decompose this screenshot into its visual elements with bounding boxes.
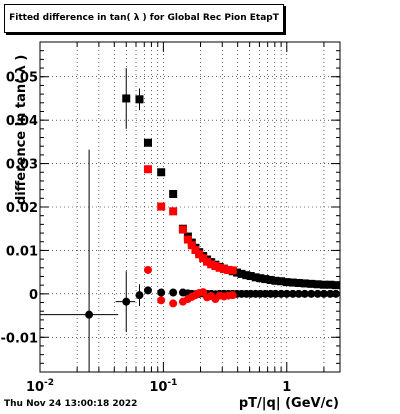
data-point-square	[220, 265, 229, 274]
data-point-circle	[294, 289, 303, 298]
data-point-square	[215, 263, 224, 272]
data-point-square	[211, 262, 220, 271]
datestamp: Thu Nov 24 13:00:18 2022	[4, 399, 138, 409]
data-point-square	[207, 260, 216, 269]
data-point-circle	[326, 289, 335, 298]
data-point-square	[135, 95, 144, 104]
chart-title: Fitted difference in tan( λ ) for Global…	[4, 4, 284, 33]
data-point-circle	[143, 265, 152, 274]
data-point-circle	[271, 289, 280, 298]
data-point-circle	[85, 310, 94, 319]
x-tick-label: 1	[282, 380, 291, 395]
y-tick-label: 0.03	[6, 158, 38, 173]
y-tick-label: 0.01	[6, 244, 38, 259]
data-point-square	[326, 280, 335, 289]
data-point-square	[288, 278, 297, 287]
data-point-square	[191, 245, 200, 254]
data-point-square	[178, 225, 187, 234]
data-point-circle	[288, 289, 297, 298]
data-point-square	[237, 269, 246, 278]
data-point-square	[277, 277, 286, 286]
data-point-square	[266, 275, 275, 284]
data-point-square	[203, 257, 212, 266]
data-point-square	[251, 273, 260, 282]
data-point-square	[157, 168, 166, 177]
data-point-square	[294, 278, 303, 287]
x-tick-label: 10-1	[149, 378, 177, 395]
data-point-square	[187, 241, 196, 250]
data-point-circle	[307, 289, 316, 298]
data-point-square	[331, 281, 340, 290]
x-tick-label: 10-2	[26, 378, 54, 395]
data-point-circle	[313, 289, 322, 298]
data-point-square	[300, 279, 309, 288]
y-tick-label: 0.02	[6, 201, 38, 216]
data-point-circle	[169, 299, 178, 308]
data-point-square	[143, 165, 152, 174]
data-point-square	[143, 138, 152, 147]
data-point-square	[319, 280, 328, 289]
data-point-circle	[169, 288, 178, 297]
data-point-square	[169, 189, 178, 198]
y-tick-label: 0.04	[6, 114, 38, 129]
data-point-square	[313, 280, 322, 289]
data-point-circle	[300, 289, 309, 298]
data-point-circle	[331, 289, 340, 298]
data-point-square	[242, 271, 251, 280]
data-point-circle	[282, 289, 291, 298]
y-axis-label: difference in tan( λ )	[14, 54, 29, 205]
data-point-circle	[228, 291, 237, 300]
data-point-square	[224, 265, 233, 274]
data-point-circle	[319, 289, 328, 298]
data-point-square	[307, 279, 316, 288]
data-point-square	[271, 276, 280, 285]
data-point-square	[169, 207, 178, 216]
data-point-circle	[122, 297, 131, 306]
y-tick-label: 0	[29, 288, 38, 303]
data-point-square	[246, 272, 255, 281]
data-point-circle	[143, 286, 152, 295]
data-point-square	[233, 268, 242, 277]
data-point-square	[282, 278, 291, 287]
data-point-square	[157, 202, 166, 211]
data-point-circle	[135, 291, 144, 300]
data-point-circle	[277, 289, 286, 298]
y-tick-label: 0.05	[6, 71, 38, 86]
x-axis-label: pT/|q| (GeV/c)	[238, 396, 339, 411]
data-point-square	[228, 266, 237, 275]
data-point-square	[261, 275, 270, 284]
data-point-circle	[157, 296, 166, 305]
data-point-square	[183, 235, 192, 244]
y-tick-label: -0.01	[1, 331, 38, 346]
data-point-square	[256, 274, 265, 283]
data-point-square	[122, 94, 131, 103]
data-point-circle	[157, 288, 166, 297]
